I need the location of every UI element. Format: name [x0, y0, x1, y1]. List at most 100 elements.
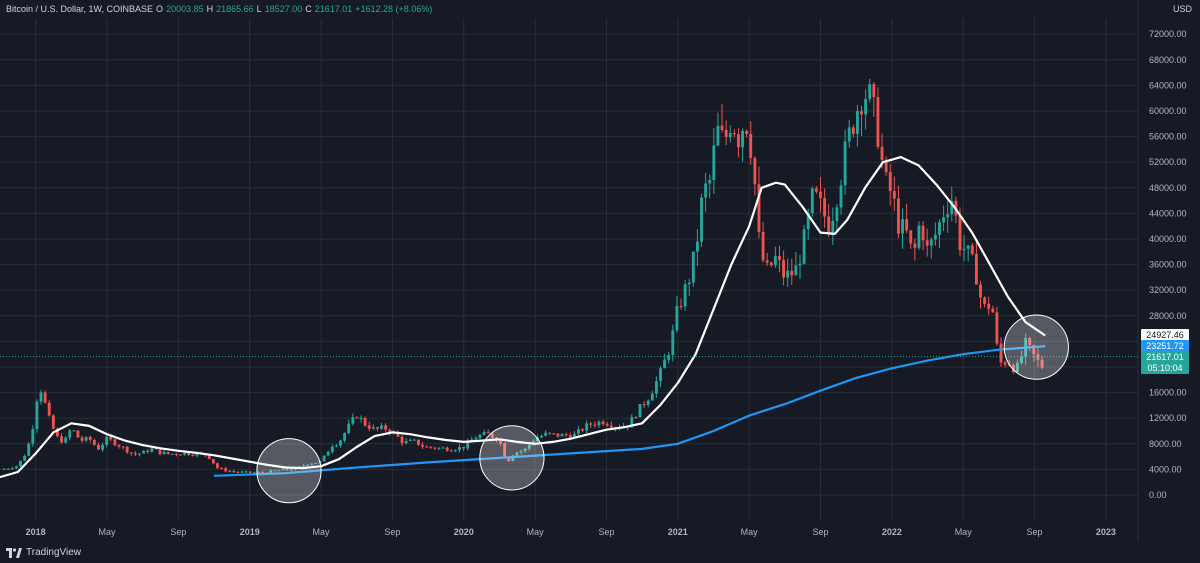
y-tick-label: 48000.00 [1149, 183, 1187, 193]
candle-body [183, 452, 187, 455]
candle-body [1032, 345, 1036, 355]
candle-body [257, 472, 260, 474]
candle-body [125, 446, 129, 453]
candle-body [425, 446, 429, 448]
candle-body [938, 222, 941, 235]
candle-body [499, 440, 502, 444]
x-tick-label: May [955, 527, 973, 537]
candle-body [334, 445, 338, 447]
candle-body [441, 447, 445, 449]
chart-legend-header: Bitcoin / U.S. Dollar, 1W, COINBASE O 200… [6, 4, 432, 14]
candle-body [560, 434, 564, 437]
candle-body [211, 458, 215, 464]
candle-body [704, 183, 708, 198]
candle-body [129, 452, 133, 454]
candle-body [27, 443, 31, 456]
candle-body [659, 368, 662, 382]
open-label: O [156, 4, 164, 14]
sma-long-price-tag: 23251.72 [1141, 340, 1189, 352]
candle-body [351, 417, 355, 424]
tradingview-logo-icon[interactable] [6, 547, 22, 558]
candle-body [503, 443, 507, 459]
candle-body [540, 435, 543, 438]
candle-body [359, 418, 363, 420]
candle-body [814, 188, 818, 192]
candle-body [277, 470, 281, 472]
candle-body [1028, 337, 1032, 346]
candle-body [745, 130, 749, 134]
y-tick-label: 8000.00 [1149, 439, 1182, 449]
candle-body [97, 444, 100, 450]
candle-body [671, 330, 675, 355]
candle-body [888, 172, 892, 192]
candle-body [76, 430, 80, 438]
y-tick-label: 36000.00 [1149, 260, 1187, 270]
candle-body [605, 424, 609, 426]
candle-body [113, 439, 117, 446]
candle-body [1011, 365, 1015, 373]
candle-body [330, 446, 334, 452]
candle-body [942, 217, 946, 223]
candle-body [285, 469, 289, 471]
candle-body [782, 259, 786, 278]
candle-body [749, 133, 753, 158]
candle-body [437, 447, 441, 449]
candle-body [716, 125, 720, 146]
candle-body [946, 214, 950, 218]
candle-body [646, 400, 650, 405]
candle-body [962, 248, 966, 251]
x-tick-label: Sep [170, 527, 186, 537]
x-tick-label: 2019 [240, 527, 260, 537]
candle-body [847, 127, 851, 142]
candle-body [347, 423, 351, 434]
x-tick-label: May [527, 527, 545, 537]
y-tick-label: 4000.00 [1149, 464, 1182, 474]
candle-body [950, 200, 954, 215]
candle-body [794, 265, 798, 276]
candle-body [523, 448, 527, 452]
candle-body [55, 428, 59, 437]
y-tick-label: 72000.00 [1149, 29, 1187, 39]
candle-body [269, 470, 273, 474]
candle-body [769, 262, 773, 266]
candle-body [482, 431, 486, 436]
candle-body [757, 184, 761, 232]
y-tick-label: 16000.00 [1149, 388, 1187, 398]
candle-body [507, 458, 511, 462]
candle-body [761, 231, 765, 261]
candle-body [638, 404, 642, 418]
highlight-circle [256, 438, 322, 504]
candle-body [773, 256, 777, 266]
candle-body [650, 393, 654, 401]
candle-body [101, 444, 104, 450]
candle-body [1015, 362, 1019, 373]
candle-body [880, 146, 884, 160]
candle-body [138, 453, 141, 455]
candle-body [84, 437, 88, 441]
candle-body [577, 429, 580, 434]
last-price-tag: 21617.01 [1141, 351, 1189, 363]
candle-body [753, 157, 757, 185]
candle-body [901, 219, 904, 234]
candle-body [72, 430, 76, 432]
candle-body [851, 127, 855, 134]
candle-body [47, 402, 51, 416]
x-tick-label: 2020 [454, 527, 474, 537]
candle-body [6, 468, 10, 470]
candle-body [675, 306, 679, 331]
y-tick-label: 12000.00 [1149, 413, 1187, 423]
highlight-circle [1003, 314, 1069, 380]
candle-body [162, 452, 166, 455]
candle-body [654, 381, 658, 394]
candle-body [191, 454, 195, 456]
candle-body [720, 125, 724, 130]
candle-body [232, 471, 236, 473]
candle-body [170, 453, 174, 455]
sma-short-price-tag: 24927.46 [1141, 329, 1189, 341]
candle-body [810, 188, 814, 214]
y-tick-label: 28000.00 [1149, 311, 1187, 321]
candle-body [220, 468, 223, 470]
x-tick-label: May [313, 527, 331, 537]
